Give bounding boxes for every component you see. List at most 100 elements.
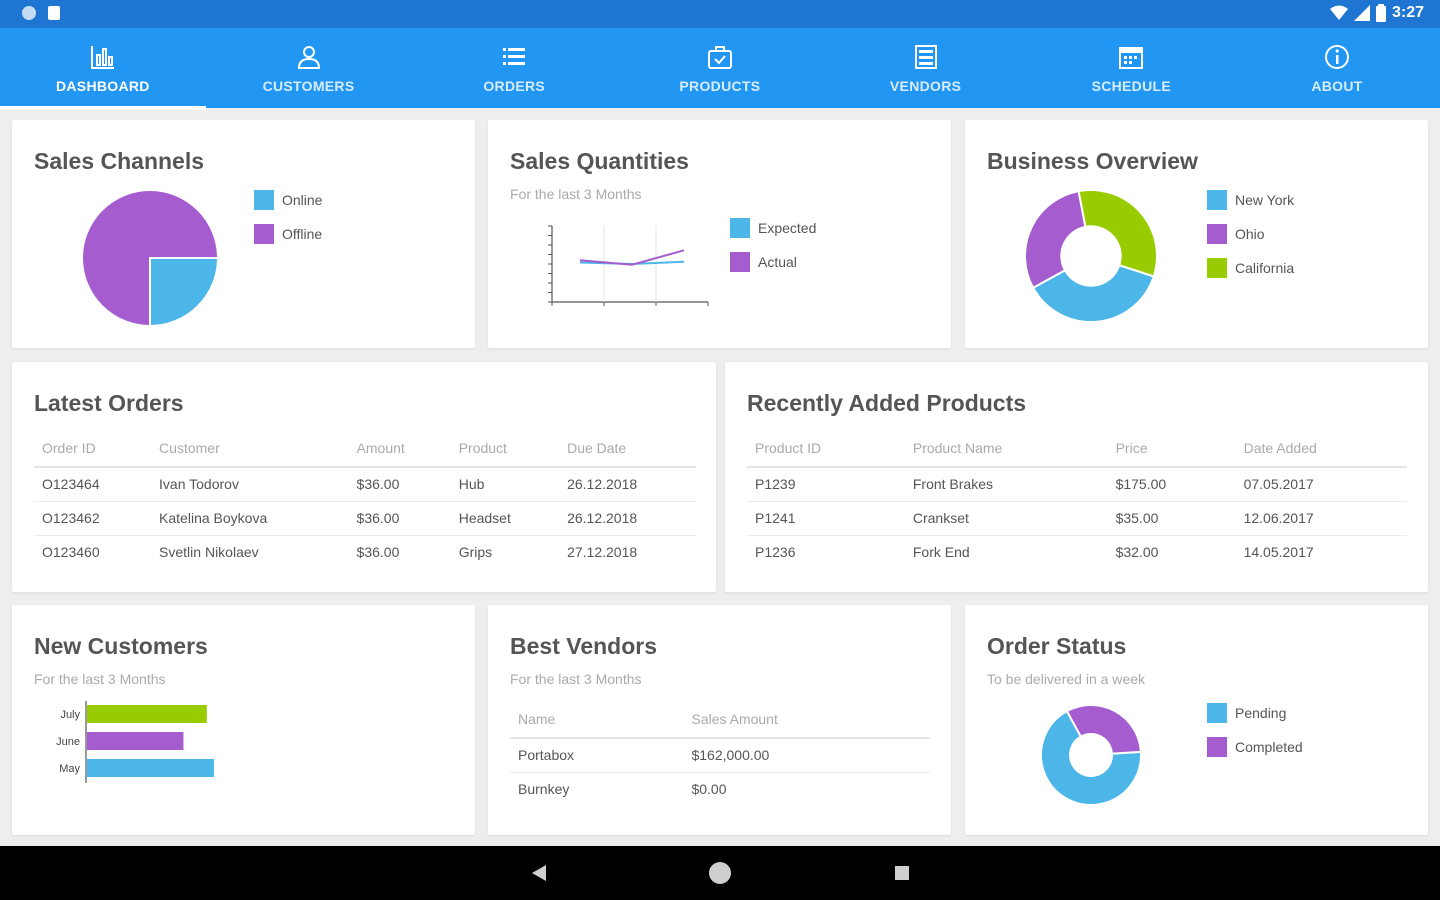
products-box-icon bbox=[705, 42, 735, 72]
bar-july[interactable] bbox=[87, 705, 207, 723]
back-button[interactable] bbox=[526, 860, 552, 886]
table-row[interactable]: O123464 Ivan Todorov $36.00 Hub 26.12.2018 bbox=[34, 467, 696, 502]
slice-completed[interactable] bbox=[1065, 704, 1142, 755]
card-subtitle: For the last 3 Months bbox=[34, 671, 166, 687]
table-cell: $36.00 bbox=[348, 467, 451, 502]
tab-label: PRODUCTS bbox=[679, 78, 761, 94]
table-cell: Burnkey bbox=[518, 781, 570, 797]
table-cell: Crankset bbox=[904, 501, 1108, 536]
table-row[interactable]: O123460 Svetlin Nikolaev $36.00 Grips 27.12.… bbox=[34, 536, 696, 570]
customers-icon bbox=[294, 42, 324, 72]
table-cell: Katelina Boykova bbox=[151, 501, 349, 536]
slice-online[interactable] bbox=[149, 257, 220, 328]
slice-new-york[interactable] bbox=[1031, 263, 1156, 323]
table-cell: O123460 bbox=[42, 544, 100, 560]
legend-item-pending: Pending bbox=[1207, 703, 1303, 723]
order-status-card: Order Status To be delivered in a week P… bbox=[965, 605, 1428, 835]
top-navigation: DASHBOARD CUSTOMERS ORDERS PRODUCTS VENDORS S… bbox=[0, 28, 1440, 110]
recents-square-icon bbox=[895, 866, 909, 880]
best-vendors-card: Best Vendors For the last 3 Months Name S… bbox=[488, 605, 951, 835]
business-overview-donut-chart bbox=[1024, 189, 1158, 323]
table-row[interactable]: O123462 Katelina Boykova $36.00 Headset 26.1… bbox=[34, 501, 696, 536]
column-header: Product ID bbox=[747, 434, 905, 468]
column-header: Product Name bbox=[904, 434, 1108, 468]
legend-item-offline: Offline bbox=[254, 224, 322, 244]
tab-label: ABOUT bbox=[1311, 78, 1363, 94]
table-cell: P1241 bbox=[747, 501, 905, 536]
column-header: Amount bbox=[348, 434, 451, 468]
card-title: Recently Added Products bbox=[747, 390, 1027, 416]
tab-customers[interactable]: CUSTOMERS bbox=[206, 28, 412, 108]
sales-channels-pie-chart bbox=[81, 189, 220, 328]
table-row[interactable]: Portabox $162,000.00 bbox=[510, 738, 930, 773]
card-title: Order Status bbox=[987, 633, 1127, 659]
table-cell: Fork End bbox=[912, 544, 970, 560]
column-header: Product bbox=[450, 434, 560, 468]
table-cell: $0.00 bbox=[691, 781, 727, 797]
slice-pending[interactable] bbox=[1040, 709, 1142, 806]
notification-dot-icon bbox=[22, 6, 36, 20]
card-subtitle: To be delivered in a week bbox=[987, 671, 1145, 687]
column-header: Sales Amount bbox=[683, 705, 930, 739]
table-cell: 26.12.2018 bbox=[559, 501, 696, 536]
latest-orders-table: Order ID Customer Amount Product Due Date O12… bbox=[34, 434, 696, 569]
status-bar: 3:27 bbox=[0, 0, 1440, 28]
slice-offline[interactable] bbox=[81, 189, 220, 328]
table-cell: $162,000.00 bbox=[683, 738, 930, 773]
tab-orders[interactable]: ORDERS bbox=[411, 28, 617, 108]
table-cell: Portabox bbox=[510, 738, 684, 773]
recents-button[interactable] bbox=[889, 860, 915, 886]
card-title: Latest Orders bbox=[34, 390, 184, 416]
table-cell: Ivan Todorov bbox=[151, 467, 349, 502]
home-button[interactable] bbox=[707, 860, 733, 886]
tab-label: ORDERS bbox=[483, 78, 546, 94]
slice-california[interactable] bbox=[1077, 189, 1158, 278]
clock: 3:27 bbox=[1391, 4, 1424, 21]
bar-june[interactable] bbox=[87, 732, 184, 750]
signal-icon bbox=[1353, 5, 1370, 21]
bar-may[interactable] bbox=[87, 759, 214, 777]
legend-item-ohio: Ohio bbox=[1207, 224, 1294, 244]
table-cell: Headset bbox=[450, 501, 560, 536]
table-row[interactable]: Burnkey $0.00 bbox=[510, 773, 930, 807]
table-cell: O123464 bbox=[34, 467, 152, 502]
column-header: Customer bbox=[151, 434, 349, 468]
wifi-icon bbox=[1329, 5, 1348, 20]
sales-quantities-card: Sales Quantities For the last 3 Months E… bbox=[488, 120, 951, 348]
slice-ohio[interactable] bbox=[1024, 189, 1087, 290]
table-cell: Svetlin Nikolaev bbox=[159, 544, 259, 560]
card-title: Business Overview bbox=[987, 148, 1198, 174]
card-title: Sales Quantities bbox=[510, 148, 689, 174]
recent-products-table: Product ID Product Name Price Date Added P12… bbox=[747, 434, 1407, 569]
tab-vendors[interactable]: VENDORS bbox=[823, 28, 1029, 108]
table-row[interactable]: P1241 Crankset $35.00 12.06.2017 bbox=[747, 501, 1407, 536]
table-row[interactable]: P1239 Front Brakes $175.00 07.05.2017 bbox=[747, 467, 1407, 502]
table-cell: $32.00 bbox=[1115, 544, 1159, 560]
back-triangle-icon bbox=[532, 865, 546, 881]
column-header: Price bbox=[1107, 434, 1236, 468]
card-title: Best Vendors bbox=[510, 633, 657, 659]
category-label: July bbox=[60, 709, 80, 721]
column-header: Date Added bbox=[1235, 434, 1407, 468]
table-cell: Front Brakes bbox=[904, 467, 1108, 502]
card-subtitle: For the last 3 Months bbox=[510, 671, 642, 687]
column-header: Name bbox=[510, 705, 684, 739]
business-overview-card: Business Overview New York Ohio Californ… bbox=[965, 120, 1428, 348]
tab-products[interactable]: PRODUCTS bbox=[617, 28, 823, 108]
info-icon bbox=[1322, 42, 1352, 72]
category-label: June bbox=[56, 736, 80, 748]
legend: Online Offline bbox=[254, 190, 322, 244]
table-cell: $175.00 bbox=[1107, 467, 1236, 502]
tab-schedule[interactable]: SCHEDULE bbox=[1028, 28, 1234, 108]
tab-about[interactable]: ABOUT bbox=[1234, 28, 1440, 108]
legend: Expected Actual bbox=[730, 218, 816, 272]
table-row[interactable]: P1236 Fork End $32.00 14.05.2017 bbox=[747, 536, 1407, 570]
table-cell: Grips bbox=[458, 544, 493, 560]
recent-products-card: Recently Added Products Product ID Produc… bbox=[725, 362, 1428, 592]
legend-item-california: California bbox=[1207, 258, 1294, 278]
latest-orders-card: Latest Orders Order ID Customer Amount Prod… bbox=[12, 362, 716, 592]
tab-dashboard[interactable]: DASHBOARD bbox=[0, 28, 206, 110]
series-line-actual[interactable] bbox=[579, 249, 685, 266]
bar-chart-icon bbox=[88, 42, 118, 72]
table-cell: 14.05.2017 bbox=[1243, 544, 1314, 560]
